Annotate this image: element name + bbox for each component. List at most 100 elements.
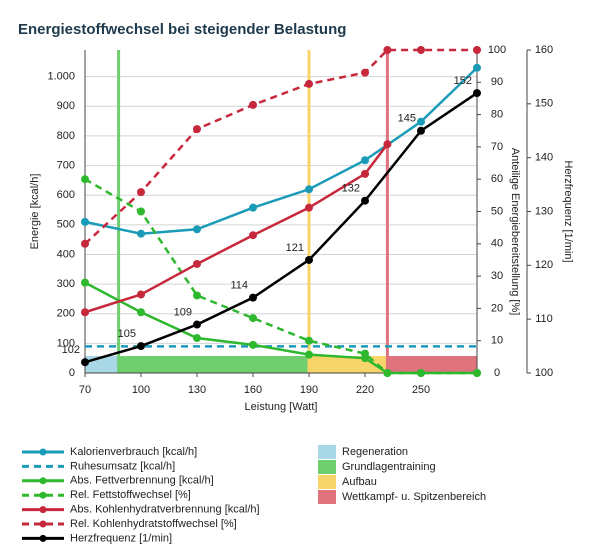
y-tick-label: 400 <box>57 248 75 260</box>
series-point <box>361 196 369 205</box>
series-point <box>361 349 369 358</box>
legend-marker <box>39 491 47 499</box>
y2-tick-label: 80 <box>491 109 503 121</box>
zone-band <box>118 356 309 373</box>
y2-tick-label: 20 <box>491 302 503 314</box>
y3-tick-label: 140 <box>535 152 553 164</box>
data-label: 102 <box>62 344 80 356</box>
y2-tick-label: 30 <box>491 270 503 282</box>
series-point <box>417 46 425 54</box>
legend-label: Aufbau <box>342 476 377 488</box>
y-tick-label: 1.000 <box>47 71 75 83</box>
series-line <box>84 92 478 364</box>
legend-label: Regeneration <box>342 446 408 458</box>
series-point <box>249 100 257 109</box>
y2-tick-label: 40 <box>491 238 503 250</box>
series-point <box>81 278 89 287</box>
series-point <box>137 207 145 216</box>
y-tick-label: 200 <box>57 308 75 320</box>
zone-band <box>387 356 477 373</box>
y-tick-label: 500 <box>57 219 75 231</box>
data-label: 109 <box>174 306 192 318</box>
y2-tick-label: 10 <box>491 335 503 347</box>
legend-marker <box>39 448 47 456</box>
series-point <box>383 140 392 149</box>
legend-label: Abs. Fettverbrennung [kcal/h] <box>70 475 214 487</box>
x-tick-label: 100 <box>132 384 150 396</box>
series-point <box>249 340 257 349</box>
chart-title: Energiestoffwechsel bei steigender Belas… <box>18 21 346 38</box>
y3-tick-label: 100 <box>535 367 553 379</box>
data-label: 152 <box>454 75 472 87</box>
y3-axis-label: Herzfrequenz [1/min] <box>562 160 574 262</box>
series-point <box>193 259 201 268</box>
series-point <box>383 46 392 54</box>
legend-swatch <box>318 460 336 474</box>
series-point <box>383 369 392 377</box>
series-point <box>81 217 89 226</box>
series-point <box>361 68 369 77</box>
legend-label: Rel. Kohlenhydratstoffwechsel [%] <box>70 518 237 530</box>
y-tick-label: 600 <box>57 189 75 201</box>
series-point <box>193 334 201 343</box>
series-point <box>305 203 313 212</box>
series-point <box>417 117 425 126</box>
x-tick-label: 160 <box>244 384 262 396</box>
series-point <box>137 188 145 197</box>
y-tick-label: 800 <box>57 130 75 142</box>
y3-tick-label: 160 <box>535 44 553 56</box>
legend-label: Herzfrequenz [1/min] <box>70 532 172 544</box>
series-point <box>361 169 369 178</box>
legend-marker <box>39 477 47 485</box>
legend-marker <box>39 520 47 528</box>
y-tick-label: 700 <box>57 159 75 171</box>
y3-tick-label: 120 <box>535 259 553 271</box>
series-point <box>473 46 481 54</box>
series-point <box>81 308 89 317</box>
series-point <box>305 350 313 359</box>
legend-marker <box>39 506 47 514</box>
legend-label: Grundlagentraining <box>342 461 436 473</box>
legend-marker <box>39 534 47 542</box>
y3-tick-label: 110 <box>535 313 553 325</box>
series-line <box>84 178 477 375</box>
x-tick-label: 220 <box>356 384 374 396</box>
legend-swatch <box>318 445 336 459</box>
data-label: 105 <box>118 328 136 340</box>
x-tick-label: 70 <box>79 384 91 396</box>
x-axis-label: Leistung [Watt] <box>245 401 318 413</box>
y2-tick-label: 0 <box>494 367 500 379</box>
series-point <box>249 231 257 240</box>
legend-label: Ruhesumsatz [kcal/h] <box>70 460 175 472</box>
data-label: 121 <box>286 242 304 254</box>
series-point <box>137 308 145 317</box>
series-line <box>84 48 477 245</box>
y-tick-label: 900 <box>57 100 75 112</box>
series-point <box>81 239 89 248</box>
series-point <box>193 125 201 134</box>
series-point <box>249 203 257 212</box>
series-point <box>417 126 425 135</box>
series-point <box>305 336 313 345</box>
series-point <box>81 358 89 367</box>
y2-tick-label: 90 <box>491 76 503 88</box>
legend-swatch <box>318 475 336 489</box>
series-point <box>473 63 481 72</box>
series-point <box>305 79 313 88</box>
series-point <box>249 293 257 302</box>
series-point <box>137 229 145 238</box>
series-line <box>84 66 478 235</box>
y2-tick-label: 50 <box>491 205 503 217</box>
y3-tick-label: 130 <box>535 205 553 217</box>
series-point <box>137 342 145 351</box>
data-label: 132 <box>342 183 360 195</box>
x-tick-label: 130 <box>188 384 206 396</box>
series-point <box>193 320 201 329</box>
legend-swatch <box>318 490 336 504</box>
y-tick-label: 0 <box>69 367 75 379</box>
y2-tick-label: 60 <box>491 173 503 185</box>
y-tick-label: 100 <box>57 337 75 349</box>
series-point <box>193 291 201 300</box>
legend-label: Wettkampf- u. Spitzenbereich <box>342 491 486 503</box>
